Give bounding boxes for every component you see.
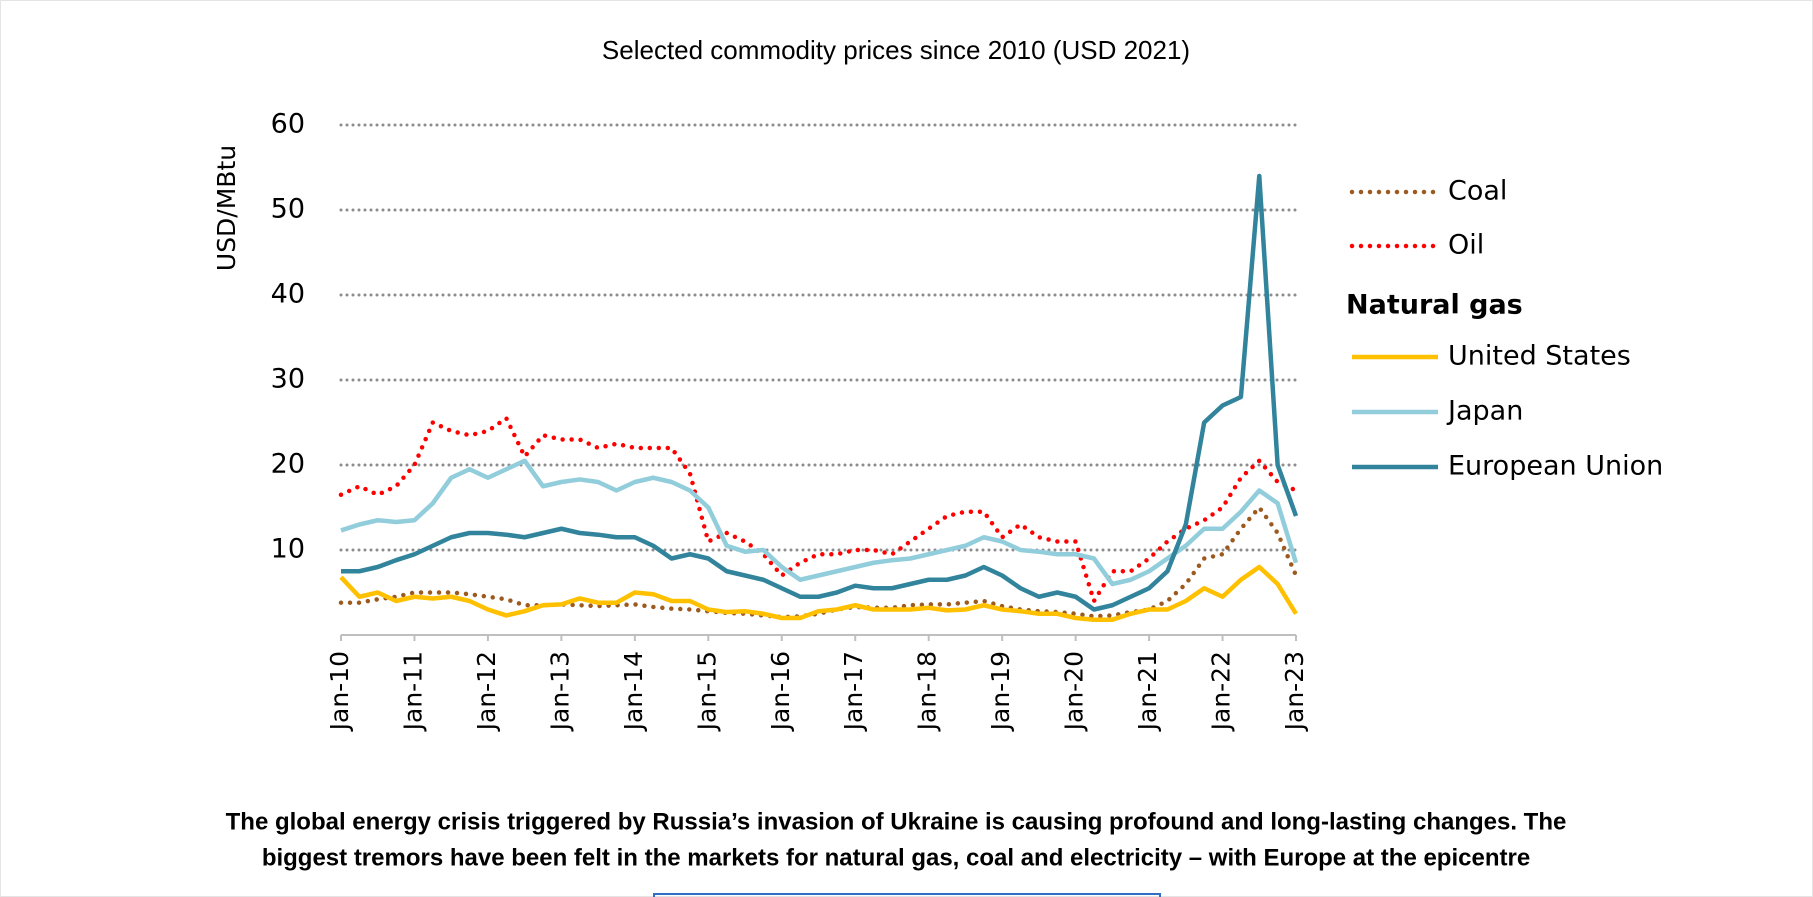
x-tick-label: Jan-21 <box>1133 651 1162 732</box>
x-tick-label: Jan-16 <box>766 651 795 732</box>
x-tick-label: Jan-23 <box>1280 651 1309 732</box>
caption: The global energy crisis triggered by Ru… <box>226 808 1567 835</box>
chart-title: Selected commodity prices since 2010 (US… <box>602 35 1190 65</box>
legend-label: Japan <box>1446 396 1523 427</box>
legend-label: European Union <box>1448 451 1663 482</box>
y-axis-label: USD/MBtu <box>212 145 241 271</box>
x-tick-label: Jan-13 <box>545 651 574 732</box>
series-line <box>338 414 1299 607</box>
x-tick-label: Jan-15 <box>692 651 721 732</box>
y-tick-label: 30 <box>271 364 305 395</box>
x-tick-label: Jan-11 <box>398 651 427 732</box>
x-tick-label: Jan-12 <box>472 651 501 732</box>
x-tick-label: Jan-22 <box>1207 651 1236 732</box>
y-tick-label: 60 <box>271 109 305 140</box>
x-tick-label: Jan-20 <box>1060 651 1089 732</box>
legend-label: Coal <box>1448 176 1507 207</box>
series-line <box>340 458 1299 587</box>
legend-label: Oil <box>1448 230 1484 261</box>
series-line <box>339 564 1298 622</box>
y-tick-label: 20 <box>271 449 305 480</box>
x-tick-label: Jan-19 <box>986 651 1015 732</box>
y-tick-label: 10 <box>271 534 305 565</box>
y-tick-label: 50 <box>271 194 305 225</box>
button-outline <box>653 893 1161 897</box>
x-tick-label: Jan-14 <box>619 651 648 732</box>
y-tick-label: 40 <box>271 279 305 310</box>
caption: biggest tremors have been felt in the ma… <box>262 844 1530 871</box>
x-tick-label: Jan-17 <box>839 651 868 732</box>
x-tick-label: Jan-18 <box>913 651 942 732</box>
legend-heading: Natural gas <box>1346 290 1523 321</box>
legend-label: United States <box>1448 341 1631 372</box>
series-line <box>341 173 1299 612</box>
x-tick-label: Jan-10 <box>325 651 354 732</box>
